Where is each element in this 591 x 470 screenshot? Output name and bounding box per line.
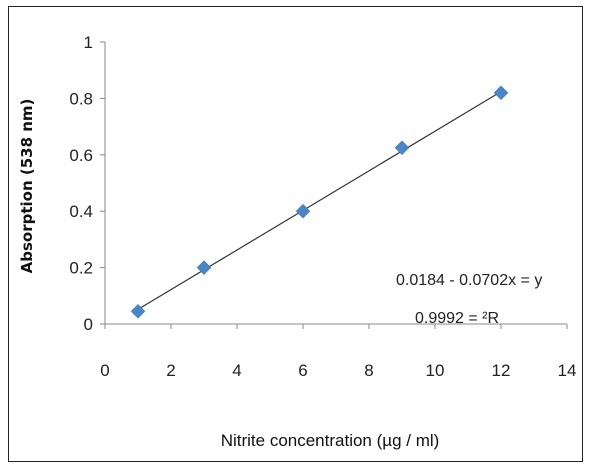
trend-line (137, 91, 502, 310)
x-ticks: 0 2 4 6 8 10 12 14 (100, 324, 576, 380)
y-axis-label: Absorption (538 nm) (18, 99, 36, 274)
y-ticks: 0 0.2 0.4 0.6 0.8 1 (69, 33, 105, 334)
y-tick-label: 0.8 (69, 89, 93, 108)
x-tick-label: 10 (426, 361, 445, 380)
y-tick-label: 1 (84, 33, 93, 52)
data-point (394, 140, 410, 156)
data-point (196, 260, 212, 275)
x-tick-label: 8 (364, 361, 373, 380)
x-tick-label: 2 (166, 361, 175, 380)
r-squared-label: 0.9992 = ²R (415, 310, 499, 327)
y-tick-label: 0.6 (69, 146, 93, 165)
y-tick-label: 0.2 (69, 259, 93, 278)
x-tick-label: 14 (558, 361, 577, 380)
y-tick-label: 0 (84, 315, 93, 334)
data-point (130, 303, 146, 319)
x-tick-label: 4 (232, 361, 241, 380)
x-tick-label: 0 (100, 361, 109, 380)
y-tick-label: 0.4 (69, 202, 93, 221)
x-tick-label: 6 (298, 361, 307, 380)
data-point (295, 203, 311, 219)
x-tick-label: 12 (492, 361, 511, 380)
axes (104, 42, 567, 325)
data-points (130, 85, 509, 319)
chart-frame (8, 6, 583, 462)
x-axis-label: Nitrite concentration (µg / ml) (221, 431, 440, 450)
equation-label: 0.0184 - 0.0702x = y (396, 272, 542, 289)
data-point (493, 85, 509, 101)
